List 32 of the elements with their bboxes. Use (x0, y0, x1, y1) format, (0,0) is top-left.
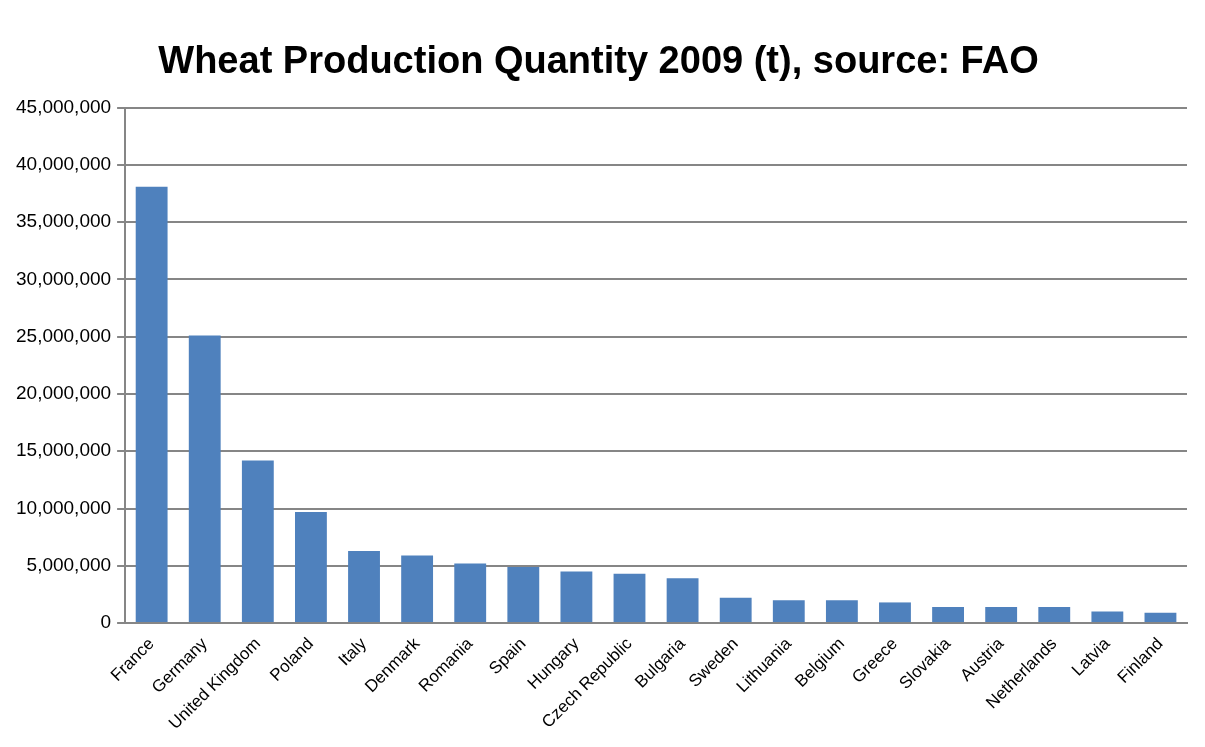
bar (241, 460, 274, 623)
bar (401, 555, 434, 623)
bar (666, 578, 699, 623)
y-tick-label: 35,000,000 (16, 210, 112, 232)
bar (1144, 612, 1177, 623)
bar (188, 335, 221, 623)
bar (985, 607, 1018, 623)
bar (454, 563, 487, 623)
chart-title: Wheat Production Quantity 2009 (t), source: FAO (158, 39, 1039, 82)
bar (719, 597, 752, 623)
bar (295, 511, 327, 623)
y-tick-label: 0 (100, 611, 112, 633)
bar (825, 600, 858, 623)
bar (560, 571, 593, 623)
y-tick-label: 45,000,000 (16, 95, 112, 117)
y-tick-label: 25,000,000 (16, 324, 112, 346)
bar (348, 550, 380, 623)
bar (1091, 611, 1124, 623)
y-tick-label: 30,000,000 (16, 267, 112, 289)
y-tick-label: 40,000,000 (16, 153, 112, 175)
bar (135, 186, 168, 623)
bar (613, 573, 646, 623)
y-tick-label: 5,000,000 (26, 554, 112, 576)
bar (879, 602, 911, 623)
x-tick-label: Italy (334, 633, 371, 670)
y-tick-label: 10,000,000 (16, 496, 112, 518)
bar (772, 600, 805, 623)
y-tick-label: 15,000,000 (16, 439, 112, 461)
bar (932, 607, 964, 623)
y-tick-label: 20,000,000 (16, 382, 112, 404)
bar (507, 566, 540, 623)
bar (1038, 607, 1071, 623)
